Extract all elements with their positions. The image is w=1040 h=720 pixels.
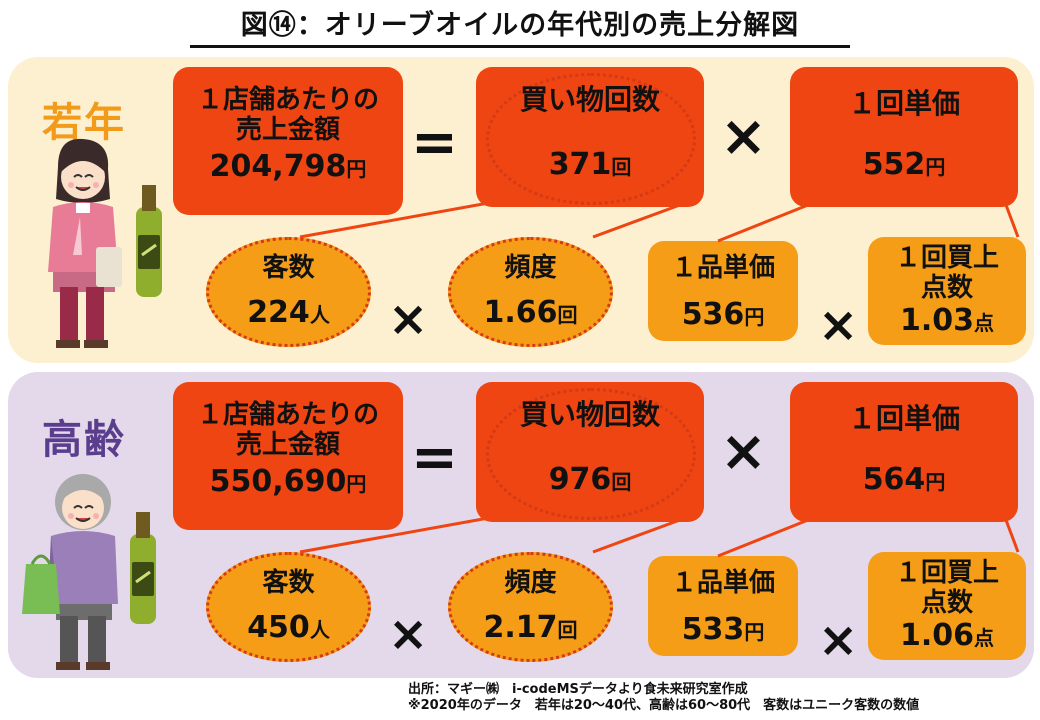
senior-unit-price-box: １回単価 564円 xyxy=(790,382,1018,522)
young-unit-price-value: 552 xyxy=(862,147,926,182)
senior-customers-value: 450 xyxy=(247,610,310,645)
senior-purchases-label: 買い物回数 xyxy=(519,398,660,431)
young-times-2: × xyxy=(388,291,429,347)
young-customers-highlight xyxy=(206,237,371,347)
young-item-price-unit: 円 xyxy=(744,305,765,329)
young-frequency-label: 頻度 xyxy=(504,253,557,283)
young-purchases-label: 買い物回数 xyxy=(519,83,660,116)
young-label: 若年 xyxy=(42,100,126,146)
senior-sales-box: １店舗あたりの 売上金額 550,690円 xyxy=(173,382,403,530)
senior-times-2: × xyxy=(388,606,429,662)
young-customers-unit: 人 xyxy=(309,303,330,327)
young-purchases-highlight xyxy=(486,73,696,205)
senior-item-price-unit: 円 xyxy=(744,620,765,644)
young-items-label-1: １回買上 xyxy=(894,243,999,273)
young-purchases-value: 371 xyxy=(548,147,612,182)
young-unit-price-label: １回単価 xyxy=(847,87,960,120)
senior-items-label-2: 点数 xyxy=(920,588,973,618)
senior-item-price-value: 533 xyxy=(681,612,745,647)
senior-customers-label: 客数 xyxy=(262,568,315,598)
senior-unit-price-value: 564 xyxy=(862,462,926,497)
senior-purchases-highlight xyxy=(486,388,696,520)
source-line: 出所：マギー㈱ i-codeMSデータより食未来研究室作成 xyxy=(408,682,748,697)
young-sales-box: １店舗あたりの 売上金額 204,798円 xyxy=(173,67,403,215)
young-times-3: × xyxy=(818,297,859,353)
young-customers-value: 224 xyxy=(247,295,310,330)
senior-frequency-label: 頻度 xyxy=(504,568,557,598)
senior-frequency-value: 2.17 xyxy=(483,610,558,645)
young-frequency-highlight xyxy=(448,237,613,347)
young-item-price-label: １品単価 xyxy=(670,253,775,283)
senior-purchases-unit: 回 xyxy=(611,470,632,494)
young-frequency-value: 1.66 xyxy=(483,295,558,330)
senior-item-price-label: １品単価 xyxy=(670,568,775,598)
senior-unit-price-unit: 円 xyxy=(925,470,946,494)
young-unit-price-unit: 円 xyxy=(925,155,946,179)
young-sales-label-1: １店舗あたりの xyxy=(196,85,379,115)
senior-item-price-box: １品単価 533円 xyxy=(648,556,798,656)
young-sales-label-2: 売上金額 xyxy=(235,115,340,145)
senior-sales-label-2: 売上金額 xyxy=(235,430,340,460)
senior-items-unit: 点 xyxy=(974,626,995,650)
senior-times-1: × xyxy=(720,419,767,484)
senior-sales-label-1: １店舗あたりの xyxy=(196,400,379,430)
young-item-price-box: １品単価 536円 xyxy=(648,241,798,341)
senior-frequency-highlight xyxy=(448,552,613,662)
page-title: 図⑭：オリーブオイルの年代別の売上分解図 xyxy=(190,8,850,48)
young-unit-price-box: １回単価 552円 xyxy=(790,67,1018,207)
senior-items-box: １回買上 点数 1.06点 xyxy=(868,552,1026,660)
senior-panel: 高齢 １店舗あたりの 売上金額 550,690円 = 買い物回数 976回 × … xyxy=(8,372,1034,678)
young-sales-value: 204,798 xyxy=(209,149,347,184)
senior-items-value: 1.06 xyxy=(899,618,975,653)
data-note-line: ※2020年のデータ 若年は20～40代、高齢は60～80代 客数はユニーク客数… xyxy=(408,698,920,713)
senior-purchases-value: 976 xyxy=(548,462,612,497)
young-item-price-value: 536 xyxy=(681,297,745,332)
young-woman-illustration xyxy=(48,138,162,348)
senior-items-label-1: １回買上 xyxy=(894,558,999,588)
young-items-value: 1.03 xyxy=(899,303,975,338)
senior-frequency-unit: 回 xyxy=(557,618,578,642)
young-times-1: × xyxy=(720,104,767,169)
senior-sales-unit: 円 xyxy=(346,472,367,496)
young-items-unit: 点 xyxy=(974,311,995,335)
senior-equals: = xyxy=(411,425,458,490)
young-items-box: １回買上 点数 1.03点 xyxy=(868,237,1026,345)
senior-customers-highlight xyxy=(206,552,371,662)
young-purchases-unit: 回 xyxy=(611,155,632,179)
senior-customers-unit: 人 xyxy=(309,618,330,642)
senior-unit-price-label: １回単価 xyxy=(847,402,960,435)
young-customers-label: 客数 xyxy=(262,253,315,283)
senior-label: 高齢 xyxy=(42,417,126,463)
senior-times-3: × xyxy=(818,612,859,668)
young-equals: = xyxy=(411,110,458,175)
senior-sales-value: 550,690 xyxy=(209,464,347,499)
young-sales-unit: 円 xyxy=(346,157,367,181)
young-items-label-2: 点数 xyxy=(920,273,973,303)
source-note: 出所：マギー㈱ i-codeMSデータより食未来研究室作成 ※2020年のデータ… xyxy=(408,682,919,714)
senior-woman-illustration xyxy=(22,474,156,670)
young-panel: 若年 １店舗あたりの 売上金額 204,798円 = 買い物回数 371回 × … xyxy=(8,57,1034,363)
young-frequency-unit: 回 xyxy=(557,303,578,327)
